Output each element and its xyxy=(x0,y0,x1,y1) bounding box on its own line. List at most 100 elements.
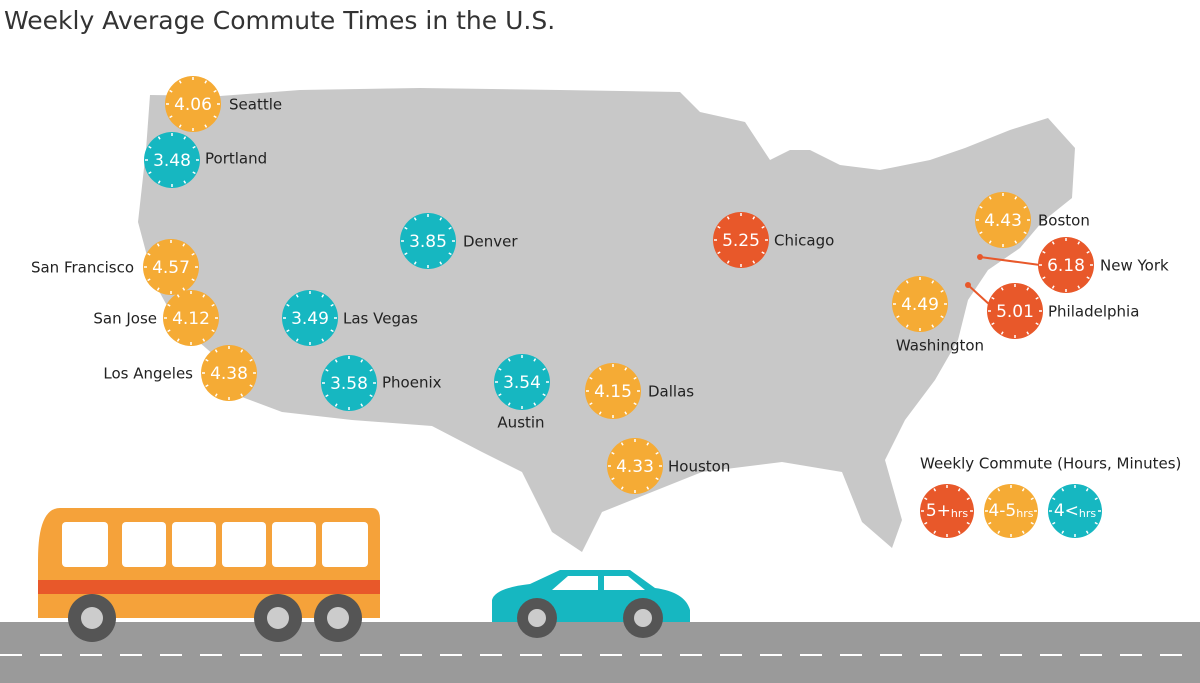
dial-tick xyxy=(286,303,290,307)
dial-tick xyxy=(726,260,730,264)
dial-tick xyxy=(191,278,195,282)
dial-tick xyxy=(204,124,208,128)
dial-tick xyxy=(1061,530,1065,534)
dial-tick xyxy=(598,411,602,415)
legend-unit: hrs xyxy=(951,507,968,520)
dial-tick xyxy=(211,329,215,333)
dial-tick xyxy=(1023,231,1027,235)
dial-tick xyxy=(1042,250,1046,254)
dial-tick xyxy=(1085,530,1089,534)
city-marker xyxy=(975,192,1031,248)
dial-tick xyxy=(979,231,983,235)
title: Weekly Average Commute Times in the U.S. xyxy=(4,6,555,35)
dial-tick xyxy=(931,280,935,284)
city-name: Portland xyxy=(205,150,267,168)
legend-unit: hrs xyxy=(1016,507,1033,520)
dial-tick xyxy=(940,289,944,293)
city-name: San Francisco xyxy=(31,259,134,277)
dial-tick xyxy=(360,359,364,363)
city-value: 5.01 xyxy=(996,302,1034,322)
dial-tick xyxy=(1000,287,1004,291)
dial-tick xyxy=(498,367,502,371)
legend-title: Weekly Commute (Hours, Minutes) xyxy=(920,455,1181,473)
dial-tick xyxy=(1051,285,1055,289)
city-name: San Jose xyxy=(93,310,157,328)
dial-tick xyxy=(997,530,1001,534)
legend-item: 4<hrs xyxy=(1054,501,1097,521)
city-marker xyxy=(920,484,974,538)
dial-tick xyxy=(156,243,160,247)
city-marker xyxy=(144,132,200,188)
dial-tick xyxy=(598,367,602,371)
dial-tick xyxy=(542,393,546,397)
dial-tick xyxy=(413,261,417,265)
dial-tick xyxy=(507,358,511,362)
city-marker xyxy=(607,438,663,494)
city-marker xyxy=(494,354,550,410)
city-value: 4.12 xyxy=(172,309,210,329)
car xyxy=(492,570,690,638)
dial-tick xyxy=(178,124,182,128)
dial-tick xyxy=(1086,276,1090,280)
dial-tick xyxy=(533,402,537,406)
legend-unit: hrs xyxy=(1079,507,1096,520)
dial-tick xyxy=(334,359,338,363)
dial-tick xyxy=(413,217,417,221)
dial-tick xyxy=(147,278,151,282)
legend-main: 5+ xyxy=(926,501,951,521)
dial-tick xyxy=(905,280,909,284)
road xyxy=(0,622,1200,683)
dial-tick xyxy=(988,497,992,501)
dial-tick xyxy=(1023,205,1027,209)
dial-tick xyxy=(979,205,983,209)
city-value: 4.33 xyxy=(616,457,654,477)
city-name: Las Vegas xyxy=(343,310,418,328)
city-value: 3.54 xyxy=(503,373,541,393)
city-name: Los Angeles xyxy=(103,365,193,383)
city-marker xyxy=(143,239,199,295)
dial-tick xyxy=(249,358,253,362)
dial-tick xyxy=(369,394,373,398)
dial-tick xyxy=(991,322,995,326)
dial-tick xyxy=(1042,276,1046,280)
city-marker xyxy=(282,290,338,346)
dial-tick xyxy=(1061,488,1065,492)
city-marker xyxy=(400,213,456,269)
dial-tick xyxy=(717,225,721,229)
dial-tick xyxy=(448,226,452,230)
legend-item: 5+hrs xyxy=(926,501,969,521)
city-marker xyxy=(321,355,377,411)
city-value: 4.49 xyxy=(901,295,939,315)
dial-tick xyxy=(761,251,765,255)
dial-tick xyxy=(404,252,408,256)
dial-tick xyxy=(214,393,218,397)
dial-tick xyxy=(931,324,935,328)
dial-tick xyxy=(1014,240,1018,244)
city-value: 4.38 xyxy=(210,364,248,384)
dial-tick xyxy=(1030,521,1034,525)
dial-tick xyxy=(202,338,206,342)
dial-tick xyxy=(997,488,1001,492)
dial-tick xyxy=(439,217,443,221)
dial-tick xyxy=(646,486,650,490)
city-value: 4.06 xyxy=(174,95,212,115)
city-marker xyxy=(585,363,641,419)
dial-tick xyxy=(176,338,180,342)
city-marker xyxy=(165,76,221,132)
city-name: Austin xyxy=(497,414,544,432)
city-marker xyxy=(987,283,1043,339)
dial-tick xyxy=(148,145,152,149)
pointer-dot xyxy=(977,254,983,260)
dial-tick xyxy=(542,367,546,371)
dial-tick xyxy=(1021,488,1025,492)
dial-tick xyxy=(1026,331,1030,335)
dial-tick xyxy=(1051,241,1055,245)
city-marker xyxy=(201,345,257,401)
dial-tick xyxy=(213,89,217,93)
dial-tick xyxy=(589,402,593,406)
dial-tick xyxy=(191,252,195,256)
dial-tick xyxy=(624,367,628,371)
legend-main: 4< xyxy=(1054,501,1079,521)
dial-tick xyxy=(205,358,209,362)
city-name: Boston xyxy=(1038,212,1090,230)
